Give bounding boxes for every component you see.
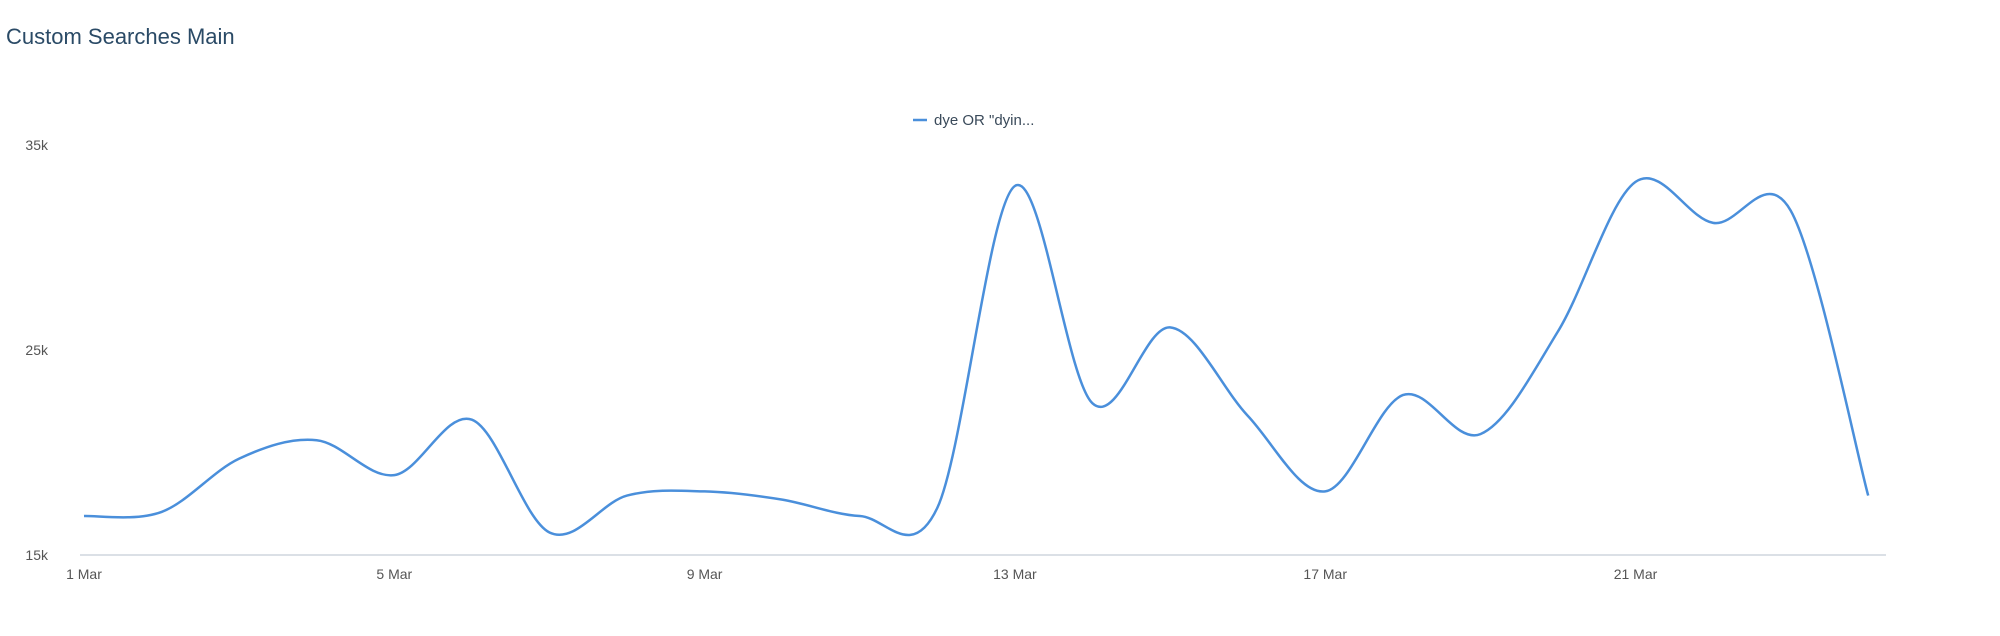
x-tick-label: 1 Mar [66, 566, 102, 582]
x-tick-label: 5 Mar [376, 566, 412, 582]
y-tick-label: 35k [25, 137, 49, 153]
legend-label[interactable]: dye OR "dyin... [934, 112, 1034, 129]
y-tick-label: 15k [25, 547, 49, 563]
x-tick-label: 13 Mar [993, 566, 1037, 582]
y-tick-label: 25k [25, 342, 49, 358]
x-tick-label: 9 Mar [687, 566, 723, 582]
x-tick-label: 21 Mar [1614, 566, 1658, 582]
x-axis: 1 Mar 5 Mar 9 Mar 13 Mar 17 Mar 21 Mar [66, 566, 1658, 582]
legend[interactable]: dye OR "dyin... [913, 112, 1034, 129]
x-tick-label: 17 Mar [1303, 566, 1347, 582]
series-line [83, 177, 1870, 537]
y-axis: 15k 25k 35k [25, 137, 49, 563]
chart-title: Custom Searches Main [6, 24, 235, 49]
